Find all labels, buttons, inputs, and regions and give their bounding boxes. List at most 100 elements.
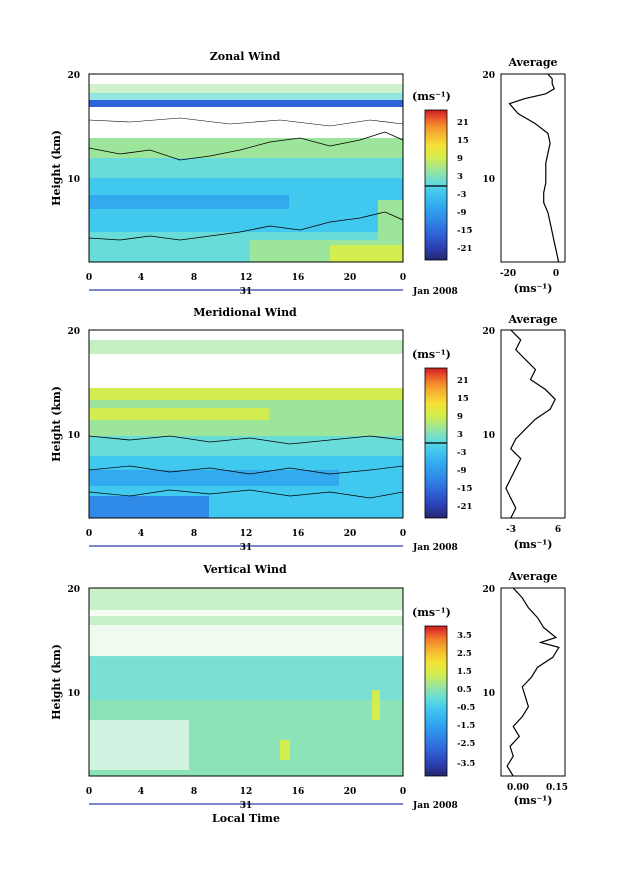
y-tick-label: 20 [67,71,80,81]
heatmap-field [89,330,403,518]
profile-line [508,73,560,263]
x-tick-label: 0 [400,529,406,539]
colorbar-unit: (ms⁻¹) [412,90,451,103]
colorbar-tick: -9 [457,208,467,218]
x-axis-label: Local Time [212,812,280,825]
colorbar-unit: (ms⁻¹) [412,606,451,619]
profile-y-tick: 20 [482,327,495,337]
colorbar-tick: -1.5 [457,721,475,731]
average-profile: Average 20 10 -20 0 (ms⁻¹) [482,56,566,295]
profile-y-tick: 10 [482,689,495,699]
profile-line [506,587,560,777]
x-axis: 0 4 8 12 16 20 0 31 Jan 2008 Local Time [86,787,458,825]
profile-title: Average [507,56,557,69]
colorbar-tick: -9 [457,466,467,476]
profile-x-tick: 6 [555,525,561,535]
x-tick-label: 0 [400,273,406,283]
x-tick-label: 20 [344,273,357,283]
colorbar-tick: 3.5 [457,631,472,641]
profile-x-tick: 0.15 [546,783,568,793]
panel-vertical: Vertical Wind Height (km) 20 10 0 4 8 12… [50,563,568,825]
average-profile: Average 20 10 -3 6 (ms⁻¹) [482,313,566,551]
colorbar-tick: 15 [457,394,469,404]
heatmap-field [89,74,403,262]
colorbar-unit: (ms⁻¹) [412,348,451,361]
x-axis: 0 4 8 12 16 20 0 31 Jan 2008 [86,273,458,297]
date-suffix: Jan 2008 [412,801,458,811]
colorbar-tick: 21 [457,376,469,386]
x-tick-label: 16 [292,273,305,283]
date-label: 31 [240,287,253,297]
panel-meridional: Meridional Wind Height (km) 20 10 0 4 8 … [50,306,566,553]
colorbar-tick: -21 [457,502,472,512]
x-tick-label: 12 [240,529,253,539]
y-axis-label: Height (km) [50,130,63,206]
colorbar-tick: 3 [457,172,463,182]
plot-frame [88,587,404,777]
profile-unit: (ms⁻¹) [514,282,553,295]
colorbar-tick: -3 [457,448,467,458]
heatmap-field [89,588,403,776]
colorbar-tick: -15 [457,484,472,494]
profile-y-tick: 10 [482,431,495,441]
date-suffix: Jan 2008 [412,287,458,297]
profile-title: Average [507,570,557,583]
profile-x-tick: -20 [500,269,516,279]
date-suffix: Jan 2008 [412,543,458,553]
x-tick-label: 0 [400,787,406,797]
x-tick-label: 16 [292,787,305,797]
colorbar-tick: 15 [457,136,469,146]
y-axis-label: Height (km) [50,644,63,720]
profile-title: Average [507,313,557,326]
profile-unit: (ms⁻¹) [514,794,553,807]
panel-zonal: Zonal Wind Height (km) 20 10 0 [50,50,566,297]
panel-title: Meridional Wind [193,306,297,319]
y-axis-label: Height (km) [50,386,63,462]
colorbar-tick: -15 [457,226,472,236]
date-label: 31 [240,543,253,553]
profile-line [505,329,556,519]
plot-frame [88,73,404,263]
colorbar-tick: -3.5 [457,759,475,769]
colorbar-tick: -21 [457,244,472,254]
profile-frame [500,73,566,263]
profile-x-tick: -3 [506,525,516,535]
y-tick-label: 20 [67,585,80,595]
x-tick-label: 8 [191,529,197,539]
profile-frame [500,587,566,777]
colorbar-tick: 3 [457,430,463,440]
panel-title: Zonal Wind [210,50,281,63]
colorbar-tick: 21 [457,118,469,128]
plot-frame [88,329,404,519]
x-tick-label: 4 [138,529,144,539]
date-label: 31 [240,801,253,811]
x-tick-label: 4 [138,273,144,283]
x-tick-label: 12 [240,787,253,797]
colorbar-tick: 9 [457,154,463,164]
profile-y-tick: 20 [482,585,495,595]
colorbar: (ms⁻¹) 3.5 2.5 1.5 0.5 -0.5 -1.5 -2.5 -3… [412,606,475,777]
x-tick-label: 0 [86,787,92,797]
y-tick-label: 10 [67,431,80,441]
profile-y-tick: 10 [482,175,495,185]
x-tick-label: 8 [191,787,197,797]
y-tick-label: 10 [67,689,80,699]
average-profile: Average 20 10 0.00 0.15 (ms⁻¹) [482,570,567,807]
profile-y-tick: 20 [482,71,495,81]
colorbar-tick: -0.5 [457,703,475,713]
panel-title: Vertical Wind [202,563,287,576]
colorbar-gradient [424,625,448,777]
x-tick-label: 20 [344,787,357,797]
colorbar-tick: 9 [457,412,463,422]
y-tick-label: 10 [67,175,80,185]
x-tick-label: 4 [138,787,144,797]
colorbar-tick: -2.5 [457,739,475,749]
x-tick-label: 0 [86,273,92,283]
y-tick-label: 20 [67,327,80,337]
colorbar-tick: 2.5 [457,649,472,659]
x-tick-label: 8 [191,273,197,283]
colorbar: (ms⁻¹) 21 15 9 3 -3 -9 -15 -21 [412,90,472,261]
colorbar-tick: 1.5 [457,667,472,677]
profile-unit: (ms⁻¹) [514,538,553,551]
